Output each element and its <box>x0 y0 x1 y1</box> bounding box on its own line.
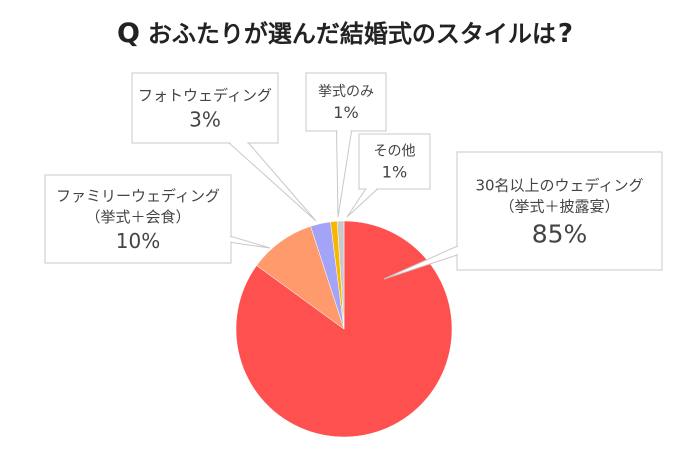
pie-callouts: 30名以上のウェディング （挙式＋披露宴） 85% ファミリーウェディング （挙式＋会食… <box>44 72 663 280</box>
slice-30plus-wedding <box>235 220 453 438</box>
callout-other: その他 1% <box>346 133 431 218</box>
callout-value-label: 10% <box>116 229 160 253</box>
callout-30plus-wedding: 30名以上のウェディング （挙式＋披露宴） 85% <box>383 151 663 280</box>
callout-category-label: ファミリーウェディング <box>56 187 220 205</box>
callout-family-wedding: ファミリーウェディング （挙式＋会食） 10% <box>44 174 271 264</box>
question-marker: Q <box>116 18 140 49</box>
callout-value-label: 1% <box>382 163 407 182</box>
callout-value-label: 3% <box>189 108 221 132</box>
callout-category-label: フォトウェディング <box>138 87 272 105</box>
title-question-mark: ? <box>557 19 574 49</box>
callout-category-label: 30名以上のウェディング <box>475 177 643 195</box>
callout-category-label: （挙式＋会食） <box>85 208 190 226</box>
callout-category-label: その他 <box>374 144 416 160</box>
callout-photo-wedding: フォトウェディング 3% <box>131 72 317 222</box>
callout-category-label: 挙式のみ <box>318 84 374 100</box>
callout-ceremony-only: 挙式のみ 1% <box>305 72 387 218</box>
pie-slices <box>235 220 453 438</box>
chart-title: Q おふたりが選んだ結婚式のスタイルは? <box>0 14 690 49</box>
callout-category-label: （挙式＋披露宴） <box>499 198 619 216</box>
title-text: おふたりが選んだ結婚式のスタイルは <box>147 20 556 48</box>
slice-other <box>336 220 345 330</box>
callout-value-label: 1% <box>333 103 358 122</box>
callout-value-label: 85% <box>532 220 588 249</box>
